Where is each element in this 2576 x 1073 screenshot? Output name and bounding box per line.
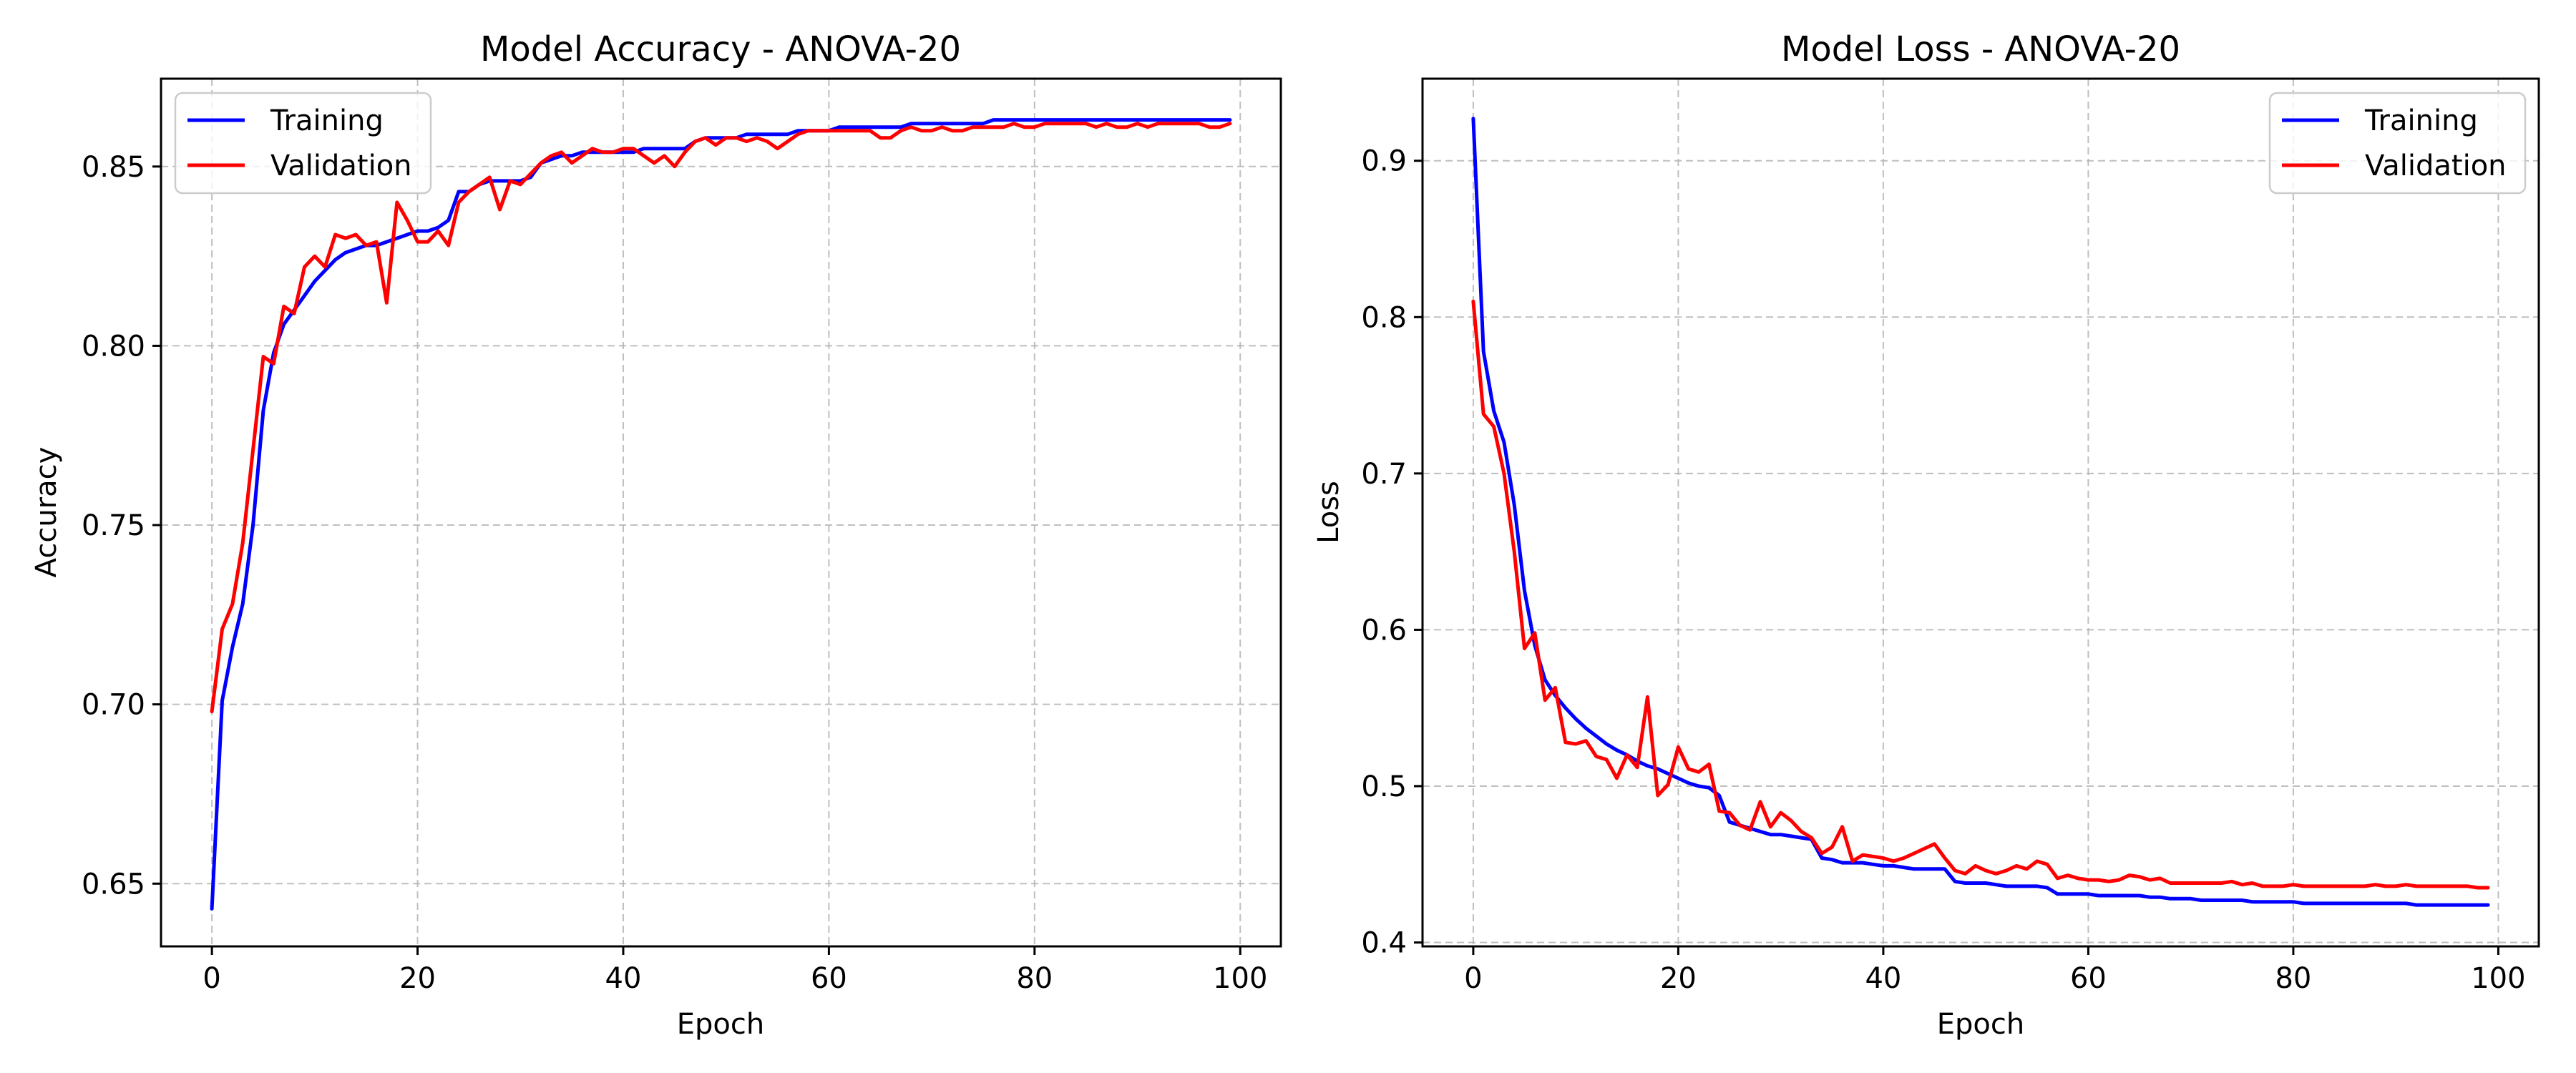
loss-x-tick-label: 100 xyxy=(2471,962,2525,995)
loss-y-tick-label: 0.8 xyxy=(1361,301,1407,334)
accuracy-x-tick-label: 80 xyxy=(1016,962,1053,995)
accuracy-x-tick-label: 100 xyxy=(1213,962,1267,995)
loss-chart: 0 20 40 60 80 100 0.4 0.5 0.6 0.7 0.8 0.9 Model Los… xyxy=(1312,29,2540,1041)
loss-plot-frame xyxy=(1421,77,2540,948)
accuracy-x-tick-label: 0 xyxy=(203,962,220,995)
loss-x-axis-label: Epoch xyxy=(1937,1008,2024,1041)
loss-y-tick-label: 0.6 xyxy=(1361,614,1407,647)
accuracy-legend-box xyxy=(174,92,432,195)
accuracy-plot-frame xyxy=(160,77,1282,948)
accuracy-ticks: 0 20 40 60 80 100 0.65 0.70 0.75 0.80 0.85 xyxy=(82,151,1267,995)
accuracy-y-tick-label: 0.75 xyxy=(82,509,145,542)
loss-legend-box xyxy=(2268,92,2527,195)
accuracy-chart-title: Model Accuracy - ANOVA-20 xyxy=(480,29,961,69)
loss-chart-title: Model Loss - ANOVA-20 xyxy=(1781,29,2180,69)
loss-legend-validation-label: Validation xyxy=(2365,150,2507,182)
loss-x-tick-label: 80 xyxy=(2275,962,2311,995)
accuracy-x-tick-label: 40 xyxy=(605,962,642,995)
loss-x-tick-label: 20 xyxy=(1660,962,1697,995)
accuracy-y-tick-label: 0.85 xyxy=(82,151,145,184)
loss-x-tick-label: 40 xyxy=(1865,962,1901,995)
accuracy-legend-validation-label: Validation xyxy=(270,150,412,182)
accuracy-legend: Training Validation xyxy=(174,92,432,195)
accuracy-x-tick-label: 20 xyxy=(399,962,436,995)
accuracy-y-tick-label: 0.65 xyxy=(82,868,145,901)
accuracy-legend-training-label: Training xyxy=(270,104,384,137)
accuracy-y-axis-label: Accuracy xyxy=(30,447,63,578)
loss-y-tick-label: 0.9 xyxy=(1361,145,1407,178)
loss-y-axis-label: Loss xyxy=(1312,481,1345,544)
loss-grid xyxy=(1423,79,2539,946)
accuracy-validation-line xyxy=(210,122,1232,714)
loss-ticks: 0 20 40 60 80 100 0.4 0.5 0.6 0.7 0.8 0.9 xyxy=(1361,145,2525,995)
loss-legend-training-label: Training xyxy=(2364,104,2478,137)
loss-series xyxy=(1471,117,2490,907)
loss-x-tick-label: 60 xyxy=(2070,962,2107,995)
loss-validation-line xyxy=(1471,299,2490,890)
loss-y-tick-label: 0.7 xyxy=(1361,458,1407,491)
accuracy-training-line xyxy=(210,118,1232,911)
loss-legend: Training Validation xyxy=(2268,92,2527,195)
accuracy-x-axis-label: Epoch xyxy=(677,1008,764,1041)
loss-training-line xyxy=(1471,117,2490,907)
loss-x-tick-label: 0 xyxy=(1464,962,1482,995)
accuracy-y-tick-label: 0.70 xyxy=(82,689,145,722)
accuracy-series xyxy=(210,118,1232,911)
accuracy-grid xyxy=(161,79,1281,946)
loss-y-tick-label: 0.5 xyxy=(1361,770,1407,803)
accuracy-y-tick-label: 0.80 xyxy=(82,330,145,363)
loss-y-tick-label: 0.4 xyxy=(1361,927,1407,960)
accuracy-x-tick-label: 60 xyxy=(811,962,847,995)
accuracy-chart: 0 20 40 60 80 100 0.65 0.70 0.75 0.80 0.85 Model A… xyxy=(30,29,1282,1041)
